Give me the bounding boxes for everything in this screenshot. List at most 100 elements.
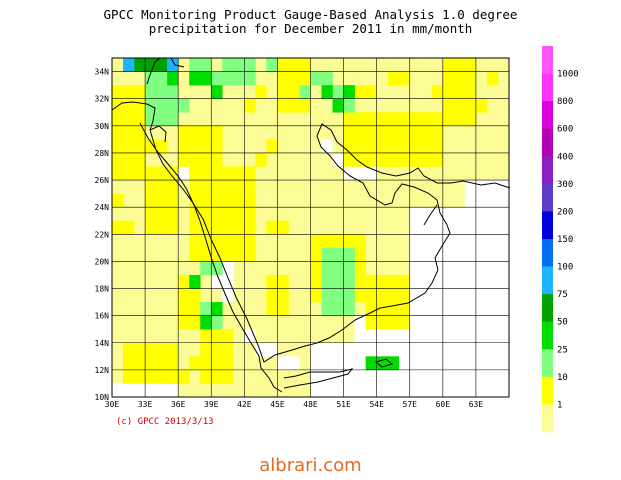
no-data-cell <box>464 288 477 303</box>
no-data-cell <box>420 383 433 398</box>
yellow-cell <box>354 112 366 127</box>
yellow-cell <box>310 234 322 249</box>
no-data-cell <box>387 369 400 384</box>
yellow-cell <box>233 220 245 235</box>
light-green-cell <box>222 71 234 86</box>
light-green-cell <box>343 261 355 276</box>
no-data-cell <box>431 302 444 316</box>
yellow-cell <box>299 98 311 113</box>
no-data-cell <box>354 166 366 181</box>
yellow-cell <box>123 342 135 357</box>
yellow-cell <box>222 342 234 357</box>
no-data-cell <box>442 261 455 276</box>
yellow-cell <box>431 152 444 167</box>
yellow-cell <box>145 180 157 194</box>
yellow-cell <box>112 85 124 99</box>
yellow-cell <box>211 166 223 181</box>
yellow-cell <box>244 234 256 249</box>
yellow-cell <box>189 234 201 249</box>
yellow-cell <box>178 288 190 303</box>
no-data-cell <box>365 342 377 357</box>
yellow-cell <box>354 247 366 262</box>
dark-green-cell <box>134 58 146 72</box>
yellow-cell <box>233 207 245 222</box>
legend-swatch <box>542 321 553 350</box>
no-data-cell <box>266 342 278 357</box>
yellow-cell <box>112 139 124 154</box>
lon-tick-label: 48E <box>303 400 318 409</box>
dark-green-cell <box>156 58 168 72</box>
no-data-cell <box>497 315 510 330</box>
no-data-cell <box>475 302 488 316</box>
yellow-cell <box>409 112 422 127</box>
no-data-cell <box>442 234 455 249</box>
yellow-cell <box>409 139 422 154</box>
yellow-cell <box>211 193 223 208</box>
yellow-cell <box>288 71 300 86</box>
no-data-cell <box>409 247 422 262</box>
yellow-cell <box>211 247 223 262</box>
light-green-cell <box>332 288 344 303</box>
lat-tick-label: 32N <box>95 95 110 104</box>
no-data-cell <box>112 383 124 398</box>
no-data-cell <box>354 356 366 371</box>
lat-tick-label: 22N <box>95 230 110 239</box>
yellow-cell <box>244 193 256 208</box>
no-data-cell <box>222 288 234 303</box>
watermark-text: albrari.com <box>259 455 362 476</box>
no-data-cell <box>475 220 488 235</box>
no-data-cell <box>453 261 466 276</box>
yellow-cell <box>354 139 366 154</box>
yellow-cell <box>453 58 466 72</box>
no-data-cell <box>497 247 510 262</box>
lon-tick-label: 39E <box>204 400 219 409</box>
yellow-cell <box>398 112 411 127</box>
sinai-coast <box>149 125 167 143</box>
yellow-cell <box>354 274 366 289</box>
no-data-cell <box>288 356 300 371</box>
no-data-cell <box>222 274 234 289</box>
yellow-cell <box>145 220 157 235</box>
yellow-cell <box>244 180 256 194</box>
yellow-cell <box>156 193 168 208</box>
yellow-cell <box>222 220 234 235</box>
yellow-cell <box>442 71 455 86</box>
mediterranean-coast <box>146 57 185 85</box>
yellow-cell <box>156 220 168 235</box>
no-data-cell <box>178 166 190 181</box>
no-data-cell <box>442 383 455 398</box>
somalia-coast <box>283 368 354 389</box>
yellow-cell <box>343 139 355 154</box>
yellow-cell <box>200 369 212 384</box>
yellow-cell <box>145 166 157 181</box>
no-data-cell <box>442 329 455 344</box>
yellow-cell <box>376 274 388 289</box>
yellow-cell <box>134 152 146 167</box>
no-data-cell <box>354 342 366 357</box>
light-green-cell <box>321 288 333 303</box>
yellow-cell <box>398 288 411 303</box>
no-data-cell <box>321 369 333 384</box>
no-data-cell <box>409 288 422 303</box>
yellow-cell <box>189 220 201 235</box>
yellow-cell <box>398 302 411 316</box>
yellow-cell <box>145 193 157 208</box>
yellow-cell <box>200 139 212 154</box>
blue-cell <box>167 58 179 72</box>
no-data-cell <box>409 302 422 316</box>
no-data-cell <box>277 356 289 371</box>
yellow-cell <box>343 234 355 249</box>
legend-level-label: 300 <box>557 180 573 190</box>
yellow-cell <box>398 125 411 140</box>
yellow-cell <box>365 274 377 289</box>
legend-level-label: 200 <box>557 207 573 217</box>
yellow-cell <box>420 112 433 127</box>
no-data-cell <box>486 261 499 276</box>
no-data-cell <box>475 356 488 371</box>
no-data-cell <box>486 329 499 344</box>
yellow-cell <box>123 98 135 113</box>
no-data-cell <box>464 261 477 276</box>
no-data-cell <box>497 193 510 208</box>
yellow-cell <box>310 247 322 262</box>
grid-lines <box>112 58 509 397</box>
